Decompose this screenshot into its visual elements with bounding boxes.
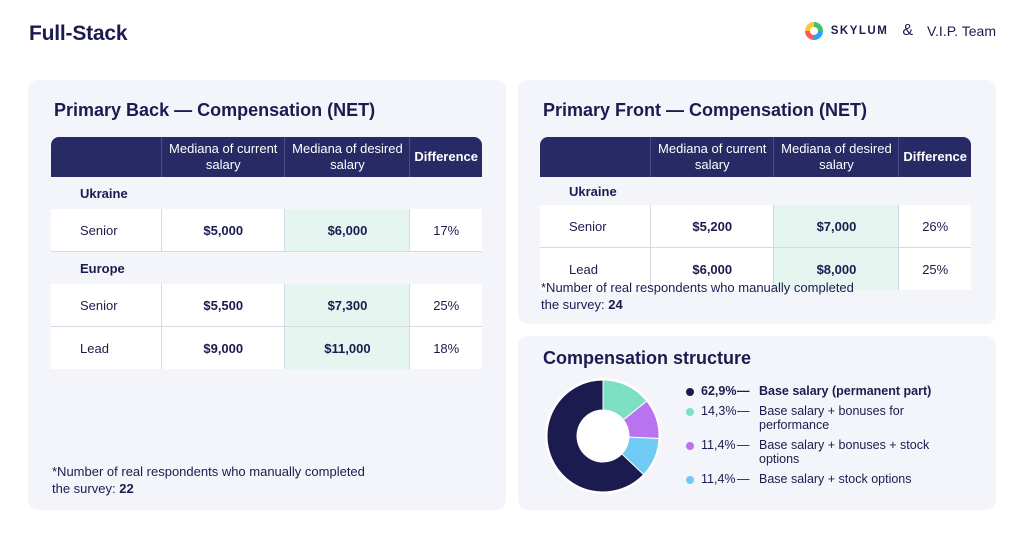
legend-dot-icon bbox=[686, 408, 694, 416]
legend-dot-icon bbox=[686, 476, 694, 484]
difference: 25% bbox=[409, 284, 482, 327]
legend-item: 11,4% — Base salary + bonuses + stock opti… bbox=[686, 438, 949, 466]
legend-dash: — bbox=[737, 438, 750, 452]
vip-team-wordmark: V.I.P. Team bbox=[926, 23, 996, 39]
legend-item: 62,9% — Base salary (permanent part) bbox=[686, 384, 949, 398]
table-header-difference: Difference bbox=[898, 137, 971, 177]
difference: 26% bbox=[898, 205, 971, 248]
back-compensation-table: Mediana of current salary Mediana of des… bbox=[51, 137, 482, 369]
desired-salary: $6,000 bbox=[284, 209, 411, 252]
difference: 25% bbox=[898, 247, 971, 290]
table-row: Senior $5,000 $6,000 17% bbox=[51, 209, 482, 252]
desired-salary: $7,000 bbox=[773, 205, 900, 248]
difference: 17% bbox=[409, 209, 482, 252]
legend-label: Base salary + bonuses + stock options bbox=[759, 438, 930, 466]
current-salary: $5,200 bbox=[650, 205, 775, 248]
table-header-empty bbox=[540, 137, 651, 177]
back-footnote: *Number of real respondents who manually… bbox=[52, 463, 372, 497]
front-respondents-count: 24 bbox=[608, 297, 623, 312]
ampersand: & bbox=[902, 22, 913, 39]
front-footnote: *Number of real respondents who manually… bbox=[541, 279, 861, 313]
skylum-logo-icon bbox=[804, 22, 823, 40]
group-label-ukraine: Ukraine bbox=[540, 177, 971, 205]
donut-slice bbox=[546, 379, 645, 493]
table-header-current: Mediana of current salary bbox=[161, 137, 286, 177]
group-label-europe: Europe bbox=[51, 251, 482, 284]
current-salary: $6,000 bbox=[650, 247, 775, 290]
table-header-desired: Mediana of desired salary bbox=[773, 137, 900, 177]
legend-item: 11,4% — Base salary + stock options bbox=[686, 472, 949, 486]
legend-dash: — bbox=[737, 384, 750, 398]
table-header-empty bbox=[51, 137, 162, 177]
legend-percent: 11,4% bbox=[701, 472, 736, 486]
donut-svg bbox=[545, 378, 661, 494]
table-header-desired: Mediana of desired salary bbox=[284, 137, 411, 177]
table-row: Senior $5,200 $7,000 26% bbox=[540, 205, 971, 248]
desired-salary: $11,000 bbox=[284, 326, 411, 369]
row-level: Lead bbox=[540, 247, 651, 290]
legend-label: Base salary + stock options bbox=[759, 472, 912, 486]
structure-title: Compensation structure bbox=[543, 348, 752, 368]
desired-salary: $8,000 bbox=[773, 247, 900, 290]
front-card-title: Primary Front — Compensation (NET) bbox=[543, 100, 868, 120]
current-salary: $5,500 bbox=[161, 284, 286, 327]
donut-legend: 62,9% — Base salary (permanent part) 14,3% —… bbox=[686, 384, 949, 492]
skylum-wordmark: SKYLUM bbox=[830, 25, 889, 37]
row-level: Senior bbox=[540, 205, 651, 248]
legend-dot-icon bbox=[686, 442, 694, 450]
group-label-ukraine: Ukraine bbox=[51, 177, 482, 209]
front-footnote-text: *Number of real respondents who manually… bbox=[541, 280, 854, 312]
row-level: Lead bbox=[51, 326, 162, 369]
legend-label: Base salary + bonuses for performance bbox=[759, 404, 904, 432]
brand-logos: SKYLUM & V.I.P. Team bbox=[804, 22, 996, 40]
back-respondents-count: 22 bbox=[119, 481, 134, 496]
page-title: Full-Stack bbox=[29, 22, 128, 45]
back-footnote-text: *Number of real respondents who manually… bbox=[52, 464, 365, 496]
back-card-title: Primary Back — Compensation (NET) bbox=[54, 100, 376, 120]
current-salary: $9,000 bbox=[161, 326, 286, 369]
row-level: Senior bbox=[51, 209, 162, 252]
current-salary: $5,000 bbox=[161, 209, 286, 252]
legend-dash: — bbox=[737, 472, 750, 486]
legend-dash: — bbox=[737, 404, 750, 418]
compensation-donut-chart bbox=[545, 378, 661, 494]
table-row: Senior $5,500 $7,300 25% bbox=[51, 284, 482, 327]
table-row: Lead $6,000 $8,000 25% bbox=[540, 247, 971, 290]
desired-salary: $7,300 bbox=[284, 284, 411, 327]
table-header-difference: Difference bbox=[409, 137, 482, 177]
front-compensation-table: Mediana of current salary Mediana of des… bbox=[540, 137, 971, 290]
legend-label: Base salary (permanent part) bbox=[759, 384, 932, 398]
row-level: Senior bbox=[51, 284, 162, 327]
difference: 18% bbox=[409, 326, 482, 369]
table-header-current: Mediana of current salary bbox=[650, 137, 775, 177]
legend-percent: 14,3% bbox=[701, 404, 737, 418]
legend-item: 14,3% — Base salary + bonuses for performa… bbox=[686, 404, 949, 432]
legend-percent: 62,9% bbox=[701, 384, 737, 398]
legend-dot-icon bbox=[686, 388, 694, 396]
table-row: Lead $9,000 $11,000 18% bbox=[51, 326, 482, 369]
legend-percent: 11,4% bbox=[701, 438, 736, 452]
